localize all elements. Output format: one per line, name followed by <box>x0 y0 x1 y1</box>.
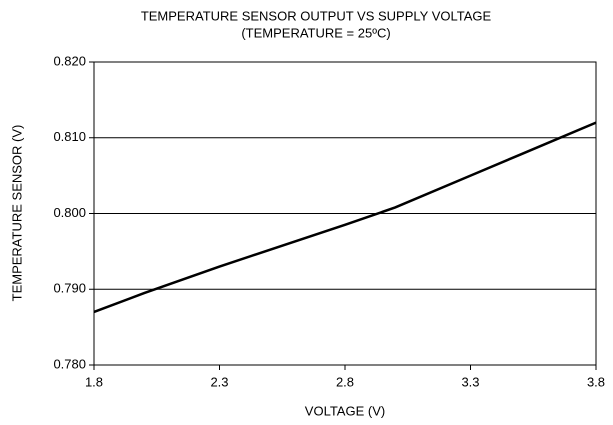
chart-title: TEMPERATURE SENSOR OUTPUT VS SUPPLY VOLT… <box>141 8 492 23</box>
x-tick-label: 2.3 <box>210 374 228 389</box>
y-tick-label: 0.810 <box>53 129 86 144</box>
x-tick-label: 3.3 <box>461 374 479 389</box>
y-axis-label: TEMPERATURE SENSOR (V) <box>9 125 24 302</box>
line-series <box>93 121 597 314</box>
y-tick-label: 0.800 <box>53 205 86 220</box>
chart-subtitle: (TEMPERATURE = 25ºC) <box>241 25 390 40</box>
x-tick-label: 3.8 <box>587 374 605 389</box>
x-tick-label: 1.8 <box>85 374 103 389</box>
x-axis-label: VOLTAGE (V) <box>305 403 385 418</box>
y-tick-label: 0.820 <box>53 53 86 68</box>
y-tick-label: 0.780 <box>53 356 86 371</box>
y-tick-label: 0.790 <box>53 281 86 296</box>
x-tick-label: 2.8 <box>336 374 354 389</box>
